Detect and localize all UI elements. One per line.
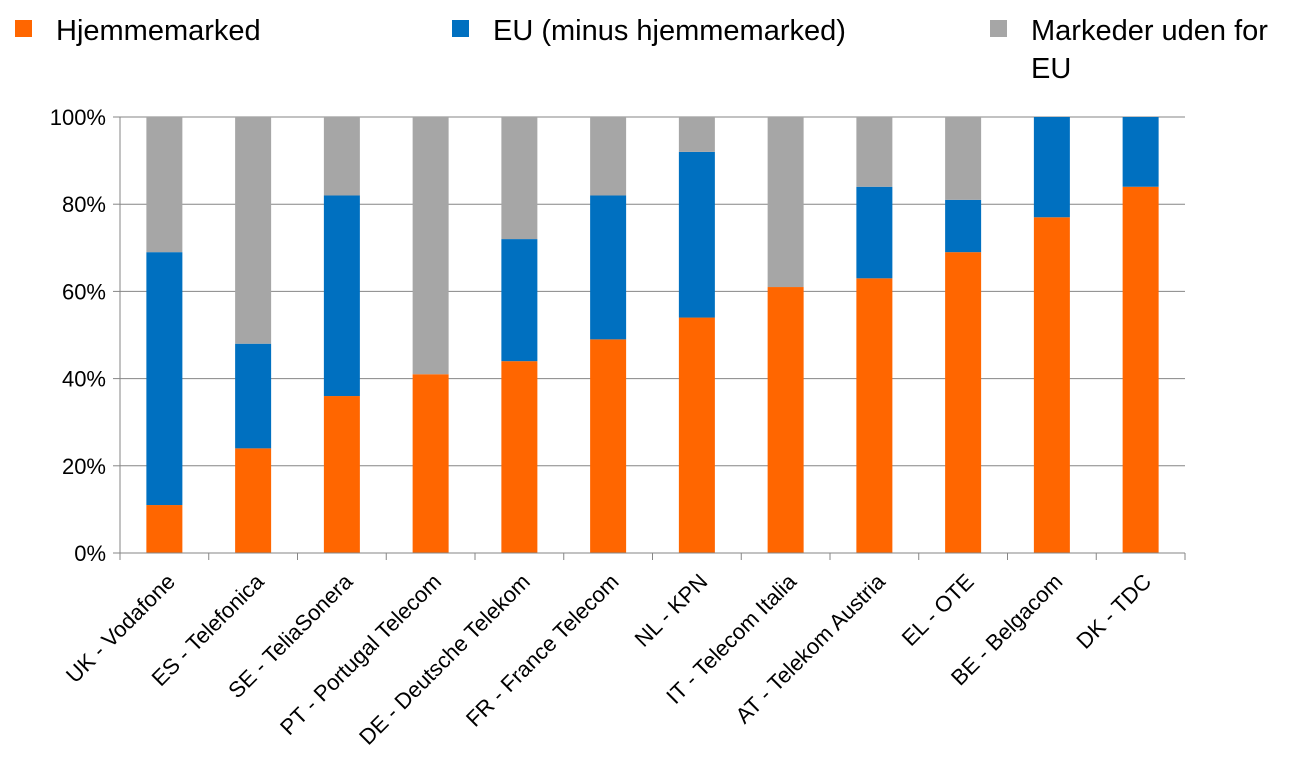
y-tick-label: 100% [50, 105, 106, 130]
bars [146, 117, 1159, 553]
bar-segment [678, 151, 715, 318]
bar-segment [323, 117, 360, 196]
bar-segment [856, 117, 893, 187]
legend-swatch-orange [15, 20, 32, 37]
y-tick-label: 20% [62, 454, 106, 479]
x-tick-label: NL - KPN [630, 569, 713, 652]
bar-segment [767, 287, 804, 553]
bar-segment [945, 199, 982, 253]
x-tick-label: EL - OTE [897, 569, 979, 651]
bar-segment [856, 186, 893, 279]
bar-segment [945, 117, 982, 200]
bar-segment [412, 374, 449, 553]
bar-segment [501, 239, 538, 362]
bar-segment [678, 317, 715, 553]
bar-segment [678, 117, 715, 152]
gridlines [120, 116, 1185, 467]
bar-segment [146, 505, 183, 553]
bar-segment [1122, 117, 1159, 187]
legend-item-eu: EU (minus hjemmemarked) [452, 12, 846, 50]
bar-segment [146, 252, 183, 506]
bar-segment [590, 339, 627, 553]
bar-segment [945, 252, 982, 553]
bar-segment [323, 396, 360, 553]
y-tick-label: 60% [62, 279, 106, 304]
bar-segment [412, 117, 449, 375]
bar-segment [235, 448, 272, 553]
bar-segment [501, 361, 538, 553]
bar-segment [767, 117, 804, 288]
x-tick-label: DE - Deutsche Telekom [354, 569, 535, 750]
axes [113, 116, 1186, 560]
bar-segment [1033, 217, 1070, 553]
y-tick-label: 80% [62, 192, 106, 217]
bar-segment [146, 117, 183, 253]
y-tick-labels: 0% 20% 40% 60% 80% 100% [50, 105, 106, 566]
bar-segment [856, 278, 893, 553]
legend-swatch-gray [990, 20, 1007, 37]
legend-item-hjemmemarked: Hjemmemarked [15, 12, 261, 50]
legend-label: Hjemmemarked [56, 15, 261, 47]
x-tick-label: PT - Portugal Telecom [275, 569, 446, 740]
bar-segment [1122, 186, 1159, 553]
bar-segment [323, 195, 360, 397]
x-tick-label: AT - Telekom Austria [730, 568, 890, 728]
y-tick-label: 40% [62, 367, 106, 392]
x-tick-label: FR - France Telecom [461, 569, 624, 732]
bar-segment [235, 343, 272, 449]
legend-item-outside-eu: Markeder uden for EU [990, 12, 1291, 88]
bar-segment [1033, 117, 1070, 218]
x-tick-label: DK - TDC [1071, 569, 1156, 654]
legend-label: EU (minus hjemmemarked) [493, 15, 846, 47]
legend-swatch-blue [452, 20, 469, 37]
y-tick-label: 0% [74, 541, 106, 566]
bar-segment [590, 195, 627, 340]
bar-segment [235, 117, 272, 344]
bar-segment [590, 117, 627, 196]
bar-segment [501, 117, 538, 240]
legend-label: Markeder uden for EU [1031, 15, 1268, 85]
